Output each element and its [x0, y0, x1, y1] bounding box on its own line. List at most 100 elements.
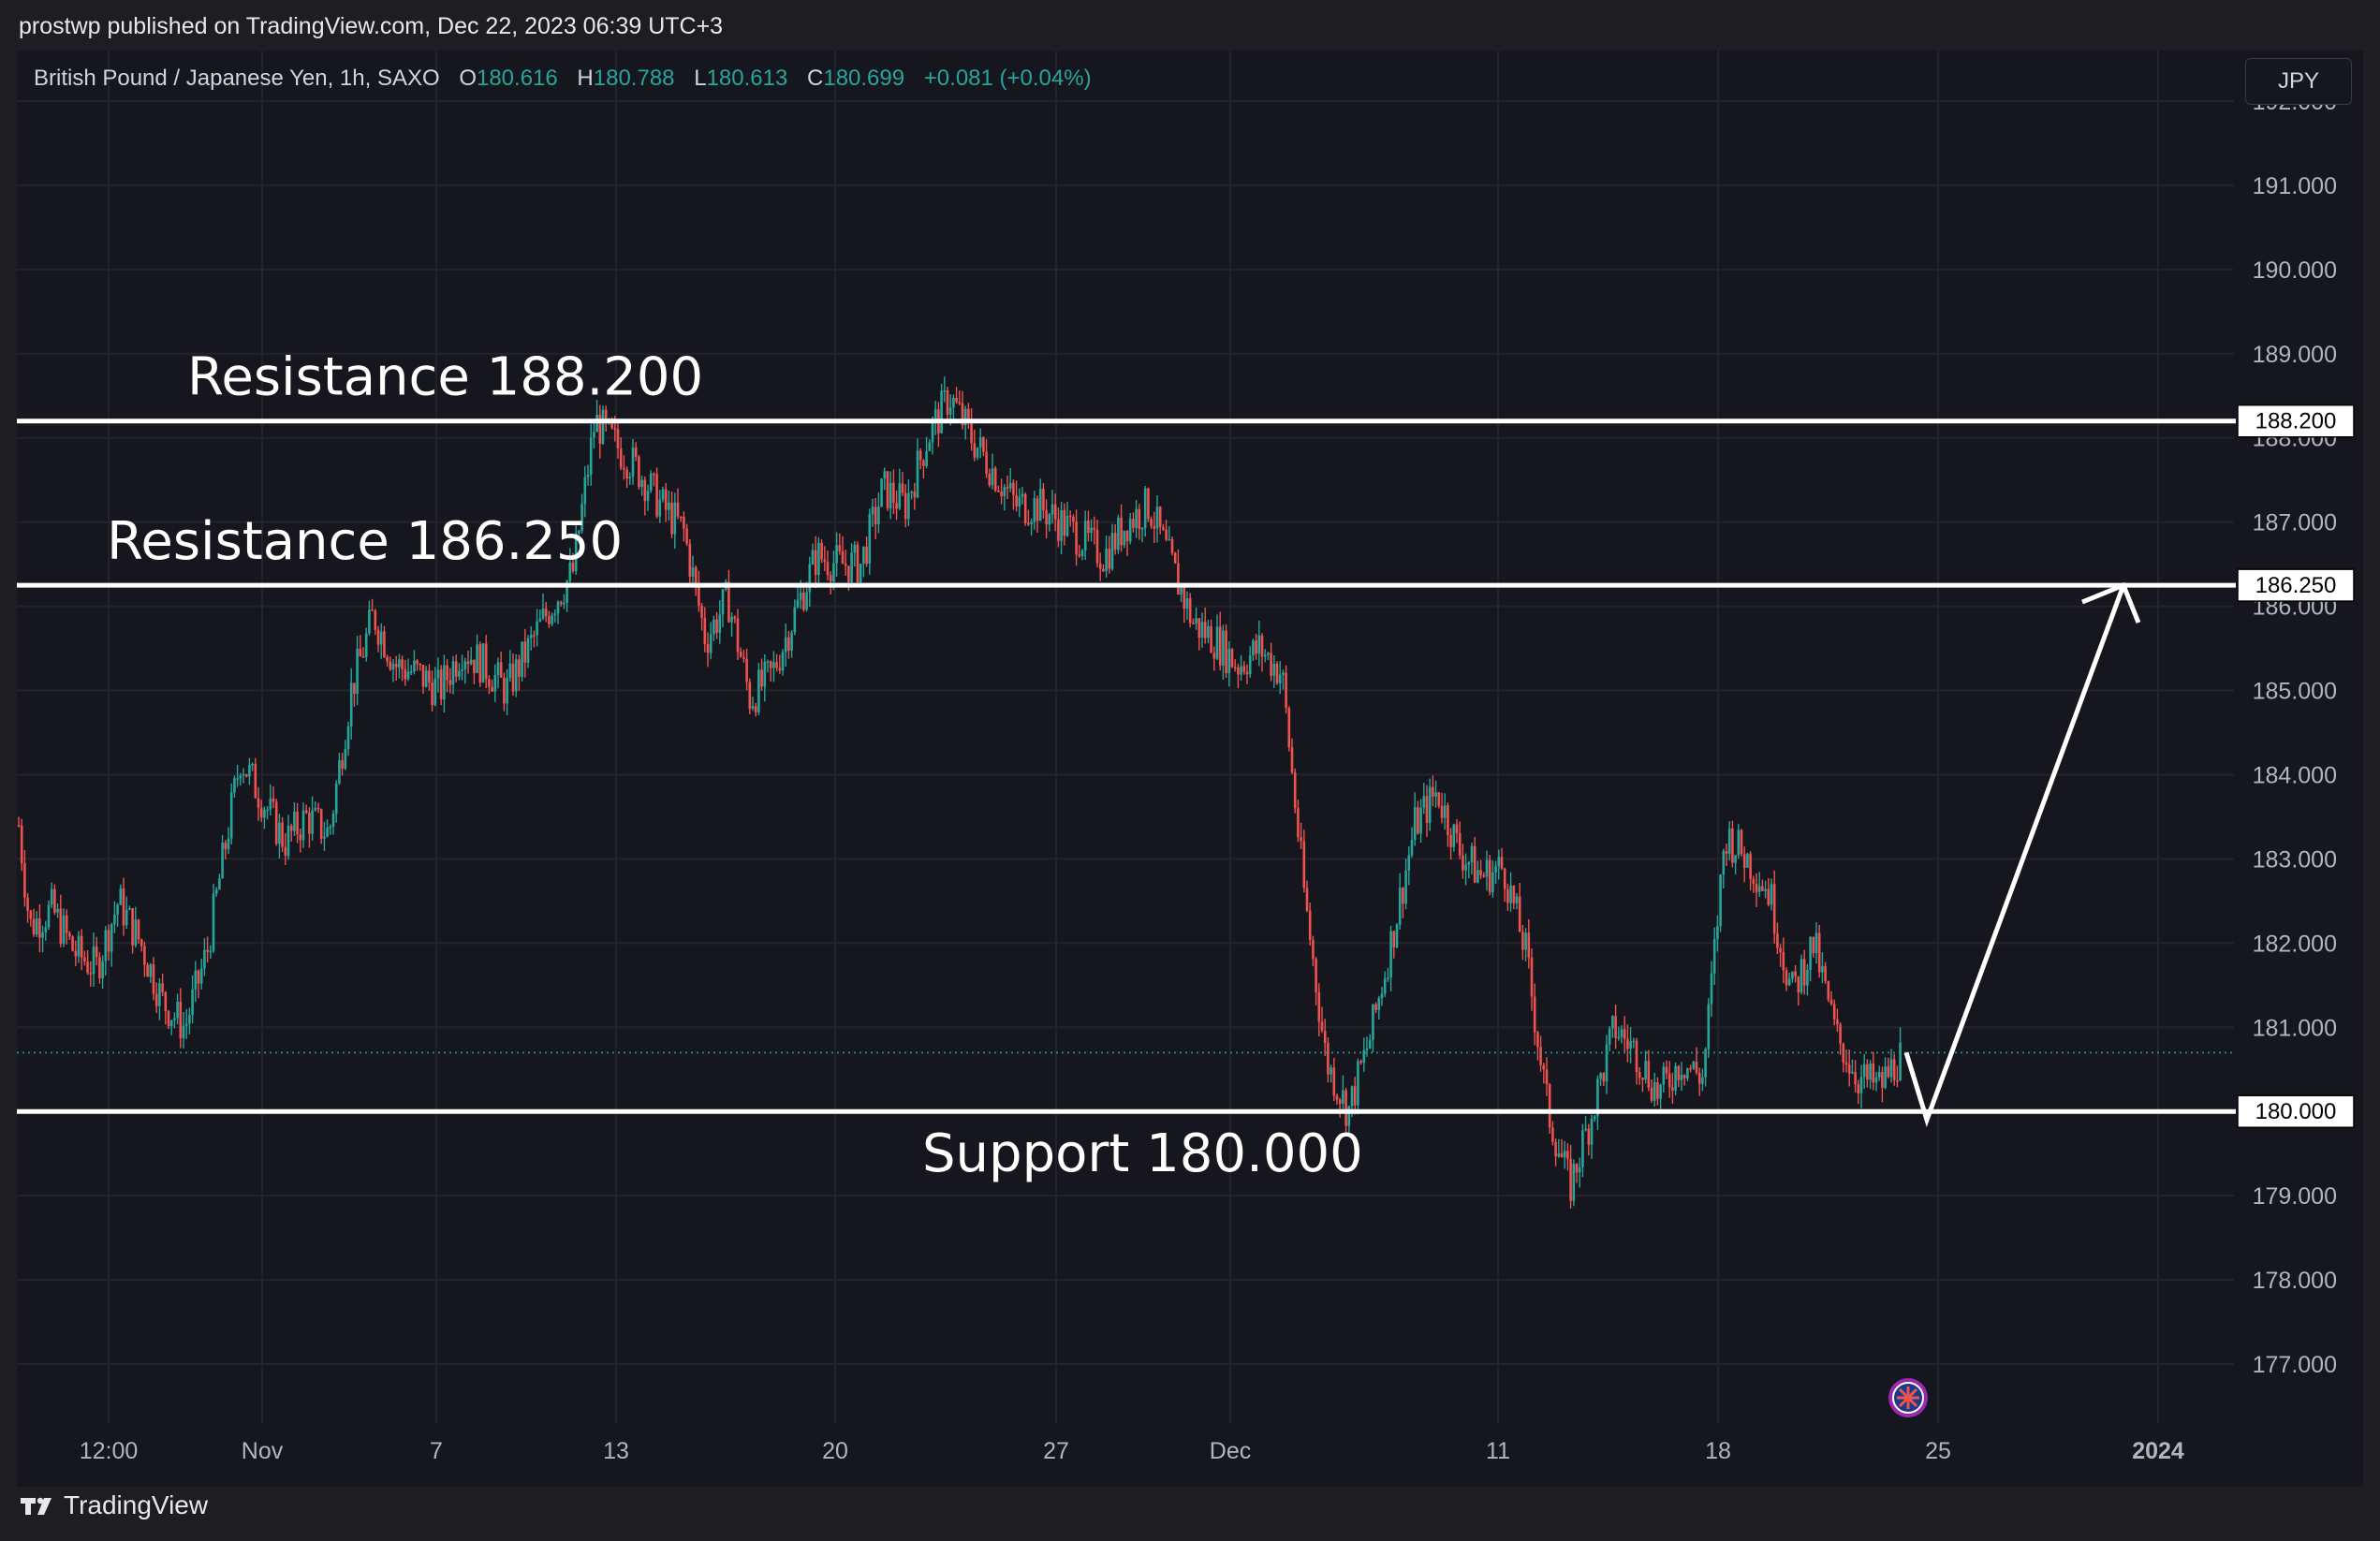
candle-body [1342, 1090, 1344, 1104]
candle-body [769, 661, 772, 668]
candle-body [1180, 587, 1183, 595]
candle-body [424, 670, 428, 687]
candle-body [179, 1001, 183, 1038]
candle-body [286, 825, 290, 856]
candle-body [889, 482, 892, 509]
candle-body [137, 919, 140, 940]
candle-body [1749, 853, 1752, 880]
candle-body [1117, 517, 1120, 550]
candle-body [1440, 805, 1444, 818]
candle-body [346, 726, 350, 750]
candle-body [199, 968, 203, 984]
candle-body [1308, 910, 1312, 941]
candle-body [349, 682, 353, 726]
candle-body [1814, 932, 1818, 954]
candle-body [1432, 786, 1434, 797]
candle-body [1689, 1067, 1692, 1070]
candle-body [353, 682, 356, 695]
candle-body [1470, 845, 1474, 863]
candle-body [571, 562, 575, 571]
candle-body [1896, 1080, 1899, 1082]
candle-body [1087, 521, 1090, 534]
candle-body [1467, 862, 1471, 865]
candle-body [311, 810, 314, 834]
candle-body [850, 552, 853, 582]
candle-body [1452, 824, 1456, 847]
candle-body [1095, 529, 1099, 564]
symbol-legend[interactable]: British Pound / Japanese Yen, 1h, SAXO O… [34, 66, 1092, 92]
chart-panel[interactable] [17, 51, 2363, 1487]
candle-body [1671, 1087, 1674, 1091]
candle-body [233, 778, 236, 793]
candle-body [1491, 872, 1494, 893]
candle-body [1857, 1084, 1860, 1093]
candle-body [197, 970, 200, 984]
candle-body [1338, 1099, 1342, 1104]
candle-body [955, 397, 958, 403]
candle-body [1851, 1071, 1854, 1074]
candle-body [35, 918, 38, 935]
candle-body [1287, 708, 1291, 748]
candle-body [1464, 864, 1467, 871]
candle-body [478, 644, 482, 682]
candle-body [110, 924, 113, 952]
candle-body [691, 567, 695, 577]
candle-body [476, 644, 478, 673]
candle-body [1821, 965, 1824, 973]
currency-button[interactable]: JPY [2245, 58, 2352, 105]
candle-body [1659, 1084, 1662, 1099]
candle-body [1006, 487, 1009, 489]
candle-body [1398, 888, 1402, 925]
candle-body [1734, 855, 1737, 863]
candle-body [1359, 1061, 1362, 1064]
candle-body [1387, 977, 1389, 979]
candle-body [631, 447, 635, 477]
candle-body [523, 641, 527, 663]
candle-body [1350, 1086, 1354, 1107]
candle-body [1428, 786, 1432, 824]
candle-body [742, 656, 745, 659]
candle-body [361, 656, 365, 658]
candle-body [379, 631, 383, 645]
candle-body [383, 631, 386, 657]
candle-body [1527, 932, 1531, 958]
candle-body [296, 811, 299, 835]
candle-body [814, 550, 817, 576]
candle-body [1057, 519, 1060, 541]
candle-body [229, 792, 233, 839]
candle-body [613, 427, 617, 430]
candle-body [227, 838, 230, 850]
candle-body [1707, 1004, 1711, 1049]
candle-body [1105, 549, 1108, 572]
candle-body [107, 930, 110, 952]
candle-body [781, 652, 785, 671]
candle-body [1656, 1081, 1659, 1099]
candle-body [443, 665, 446, 699]
level-price-tag-label: 186.250 [2255, 573, 2337, 598]
candle-body [1033, 498, 1036, 522]
candle-body [1447, 805, 1449, 835]
candle-body [1539, 1047, 1542, 1065]
candle-body [658, 499, 662, 517]
candle-body [1512, 885, 1516, 903]
candle-body [868, 514, 872, 565]
candle-body [1869, 1063, 1872, 1080]
candle-body [1263, 654, 1267, 657]
candle-body [59, 908, 63, 944]
candle-body [563, 603, 566, 605]
forecast-arrow[interactable] [1903, 584, 2126, 1128]
candle-body [634, 447, 638, 457]
candle-body [799, 592, 802, 600]
y-tick-label: 187.000 [2253, 510, 2337, 536]
candle-body [433, 678, 437, 706]
candle-body [1536, 1032, 1539, 1048]
candle-body [116, 904, 119, 915]
candle-body [1479, 870, 1482, 875]
candle-body [593, 432, 595, 438]
candle-body [188, 1015, 191, 1024]
x-tick-label: 2024 [2132, 1438, 2184, 1464]
candle-body [1434, 792, 1437, 797]
tradingview-logo[interactable]: TradingView [19, 1490, 208, 1520]
candle-body [1719, 874, 1722, 927]
